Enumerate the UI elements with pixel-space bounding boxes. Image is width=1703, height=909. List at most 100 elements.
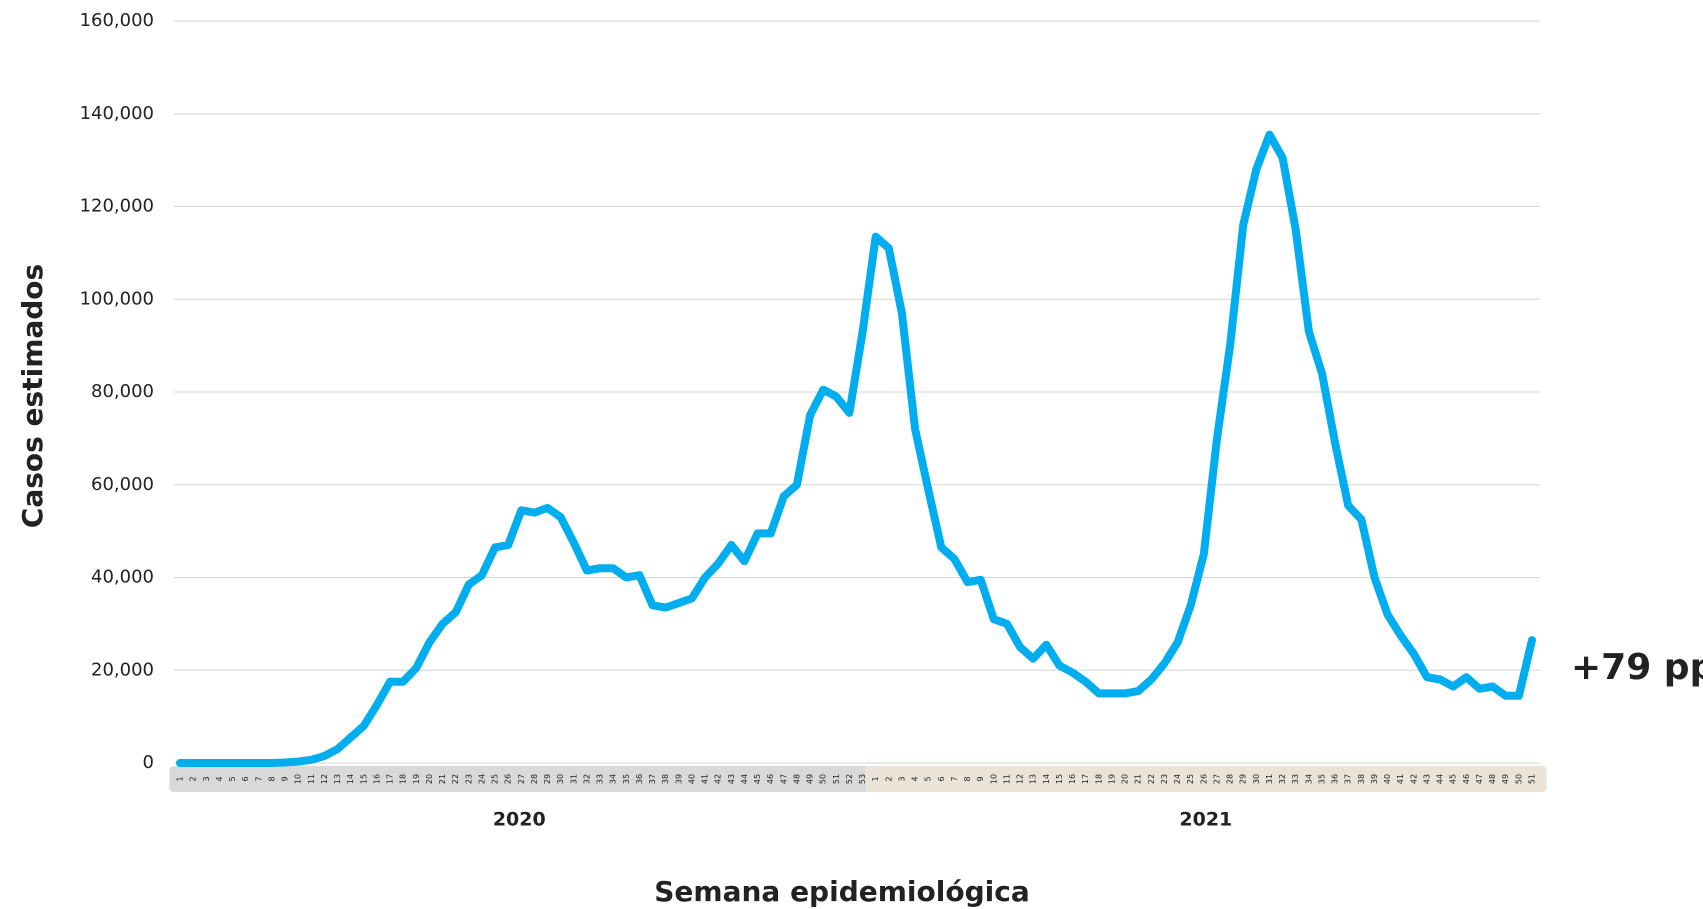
x-tick-label: 2 [189,776,198,781]
x-tick-label: 9 [976,776,985,781]
x-tick-label: 46 [766,774,775,784]
x-tick-label: 35 [1317,774,1326,784]
x-tick-label: 8 [267,776,276,781]
x-tick-label: 13 [1029,774,1038,784]
x-tick-label: 23 [1160,774,1169,784]
x-tick-label: 20 [1121,774,1130,784]
x-tick-label: 26 [504,774,513,784]
x-tick-label: 47 [779,774,788,784]
x-tick-label: 31 [569,774,578,784]
x-tick-label: 36 [1331,774,1340,784]
x-tick-label: 40 [1383,774,1392,784]
x-tick-label: 32 [1278,774,1287,784]
y-tick-label: 40,000 [91,567,154,588]
x-tick-label: 51 [832,774,841,784]
x-tick-label: 52 [845,774,854,784]
x-tick-label: 37 [648,774,657,784]
x-tick-label: 7 [950,776,959,781]
x-tick-label: 28 [530,774,539,784]
x-tick-label: 30 [556,774,565,784]
x-tick-label: 19 [412,774,421,784]
x-tick-label: 12 [320,774,329,784]
x-tick-label: 48 [1488,774,1497,784]
x-axis-label: Semana epidemiológica [654,875,1029,908]
x-tick-label: 16 [1068,774,1077,784]
x-tick-label: 53 [858,774,867,784]
x-tick-label: 38 [1357,774,1366,784]
x-tick-label: 8 [963,776,972,781]
x-tick-label: 31 [1265,774,1274,784]
x-tick-label: 43 [1422,774,1431,784]
x-tick-label: 23 [464,774,473,784]
x-tick-label: 18 [399,774,408,784]
x-tick-label: 24 [477,774,486,784]
y-tick-label: 0 [143,752,154,773]
series-line [180,135,1532,763]
annotation: +79 pp [1571,647,1703,688]
x-tick-label: 21 [438,774,447,784]
x-tick-label: 29 [543,774,552,784]
x-tick-label: 7 [254,776,263,781]
x-tick-label: 14 [346,774,355,784]
x-tick-label: 2 [884,776,893,781]
x-tick-label: 44 [740,774,749,784]
x-tick-label: 5 [924,776,933,781]
x-tick-label: 4 [911,776,920,781]
y-tick-label: 20,000 [91,659,154,680]
x-tick-label: 45 [1449,774,1458,784]
x-tick-label: 47 [1475,774,1484,784]
x-tick-label: 39 [674,774,683,784]
x-tick-label: 48 [792,774,801,784]
x-tick-label: 20 [425,774,434,784]
x-tick-label: 3 [897,776,906,781]
x-tick-label: 28 [1226,774,1235,784]
y-axis-label: Casos estimados [16,264,49,528]
x-tick-label: 41 [1396,774,1405,784]
x-tick-label: 21 [1134,774,1143,784]
y-tick-label: 80,000 [91,381,154,402]
y-tick-label: 100,000 [80,288,154,309]
x-tick-label: 49 [1501,774,1510,784]
x-tick-label: 6 [937,776,946,781]
x-tick-label: 6 [241,776,250,781]
x-tick-label: 10 [989,774,998,784]
y-tick-label: 60,000 [91,474,154,495]
x-tick-label: 9 [281,776,290,781]
chart: Casos estimados Semana epidemiológica 0 2… [0,0,1703,909]
x-tick-label: 27 [517,774,526,784]
x-tick-label: 11 [1002,774,1011,784]
x-tick-label: 49 [806,774,815,784]
x-tick-label: 3 [202,776,211,781]
x-tick-label: 18 [1094,774,1103,784]
x-tick-label: 37 [1344,774,1353,784]
x-tick-label: 33 [596,774,605,784]
x-tick-label: 50 [1514,774,1523,784]
x-tick-label: 50 [819,774,828,784]
x-tick-label: 32 [582,774,591,784]
year-label: 2021 [1179,809,1232,831]
x-tick-label: 17 [386,774,395,784]
x-tick-label: 38 [661,774,670,784]
y-tick-label: 160,000 [80,10,154,31]
x-tick-label: 39 [1370,774,1379,784]
x-tick-label: 25 [1186,774,1195,784]
x-tick-label: 40 [687,774,696,784]
x-tick-label: 43 [727,774,736,784]
x-tick-label: 22 [1147,774,1156,784]
x-tick-label: 41 [701,774,710,784]
x-tick-label: 42 [1409,774,1418,784]
x-tick-label: 45 [753,774,762,784]
x-tick-label: 44 [1436,774,1445,784]
page: Casos estimados Semana epidemiológica 0 2… [0,0,1703,909]
x-tick-label: 27 [1212,774,1221,784]
x-tick-label: 19 [1107,774,1116,784]
x-tick-label: 15 [359,774,368,784]
x-tick-label: 4 [215,776,224,781]
x-tick-label: 1 [176,776,185,781]
x-tick-label: 24 [1173,774,1182,784]
x-tick-label: 17 [1081,774,1090,784]
x-tick-label: 46 [1462,774,1471,784]
x-tick-label: 25 [491,774,500,784]
y-tick-label: 140,000 [80,103,154,124]
x-tick-label: 11 [307,774,316,784]
